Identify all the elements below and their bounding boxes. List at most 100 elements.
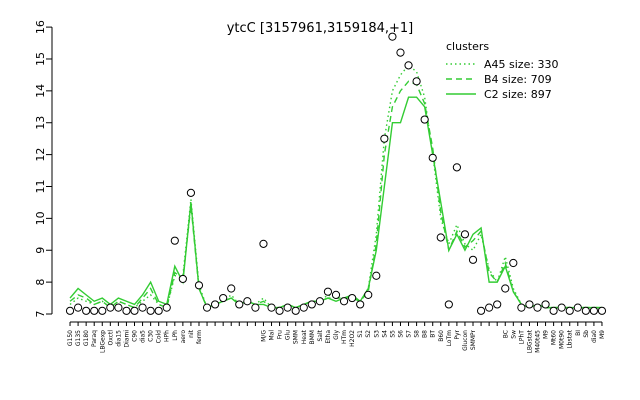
data-point — [331, 290, 341, 299]
data-point — [356, 300, 365, 309]
data-point — [396, 48, 405, 57]
y-tick-label: 15 — [34, 52, 47, 66]
x-tick-label: dia0 — [591, 330, 598, 343]
data-point — [162, 303, 171, 312]
data-point — [251, 303, 260, 312]
x-tick-label: Glucon — [462, 330, 469, 351]
chart-title: ytcC [3157961,3159184,+1] — [227, 21, 414, 36]
y-tick-label: 11 — [34, 179, 47, 193]
x-tick-label: HPh — [164, 330, 171, 342]
data-point — [493, 300, 502, 309]
data-point — [227, 284, 236, 293]
x-tick-label: LBGstat — [526, 329, 533, 353]
data-point — [194, 281, 204, 290]
legend-label: C2 size: 897 — [484, 88, 552, 101]
data-point — [589, 306, 599, 315]
x-tick-label: Paraq — [91, 330, 98, 347]
x-tick-label: BMM — [309, 330, 316, 344]
x-tick-label: Mal — [269, 330, 276, 341]
x-tick-label: S2 — [365, 330, 372, 338]
x-tick-label: Lbstat — [567, 329, 574, 348]
data-point — [444, 300, 453, 309]
data-point — [106, 303, 115, 312]
x-tick-label: Salt — [317, 329, 324, 341]
data-point — [138, 303, 147, 312]
data-point — [235, 300, 244, 309]
x-tick-label: HTm — [341, 330, 348, 344]
x-tick-label: H2O2 — [349, 330, 356, 347]
x-tick-label: M/G — [260, 330, 267, 342]
data-point — [211, 300, 220, 309]
data-point — [581, 306, 590, 315]
y-tick-label: 16 — [34, 20, 47, 34]
data-point — [468, 255, 478, 264]
x-tick-label: S8 — [414, 330, 421, 338]
x-tick-label: Pyr — [454, 329, 461, 339]
data-point — [186, 188, 196, 197]
data-point — [541, 300, 550, 309]
data-point — [267, 303, 276, 312]
series-line — [69, 64, 602, 309]
x-tick-label: Cold — [156, 330, 163, 344]
data-point — [364, 290, 373, 299]
x-tick-label: Gly — [333, 330, 340, 340]
data-point — [307, 300, 316, 309]
x-tick-label: S1 — [357, 330, 364, 338]
x-tick-label: Heat — [301, 329, 308, 344]
x-tick-label: Oxctl — [107, 330, 114, 346]
series-line — [69, 80, 602, 309]
data-point — [388, 32, 397, 41]
data-point — [557, 303, 566, 312]
data-point — [243, 297, 252, 306]
x-tick-label: G180 — [83, 330, 90, 346]
data-point — [98, 306, 107, 315]
data-point — [90, 306, 99, 315]
x-tick-label: C90 — [132, 330, 139, 342]
x-tick-label: S6 — [397, 330, 404, 338]
x-tick-label: B60 — [438, 330, 445, 342]
data-point — [82, 306, 91, 315]
data-point — [339, 297, 349, 306]
data-point — [114, 303, 123, 312]
x-tick-label: Glu — [285, 330, 292, 340]
y-tick-label: 10 — [34, 211, 47, 225]
x-tick-label: LoTm — [446, 330, 453, 347]
x-tick-label: M9 — [599, 330, 606, 339]
data-point — [146, 306, 155, 315]
data-point — [460, 230, 470, 239]
x-tick-label: G135 — [75, 330, 82, 346]
data-point — [73, 303, 83, 312]
data-point — [533, 303, 542, 312]
x-tick-label: C30 — [148, 330, 155, 342]
legend-label: A45 size: 330 — [484, 58, 559, 71]
data-point — [380, 134, 389, 143]
data-point — [597, 306, 607, 315]
x-tick-label: LPh — [172, 330, 179, 341]
data-point — [412, 77, 421, 86]
x-tick-label: Sw — [510, 330, 517, 339]
data-point — [452, 163, 461, 172]
data-point — [323, 287, 333, 296]
y-tick-label: 7 — [34, 311, 47, 318]
x-tick-label: S4 — [381, 330, 388, 338]
y-tick-label: 12 — [34, 148, 47, 162]
x-tick-label: dia15 — [115, 330, 122, 347]
x-tick-label: ferm — [196, 330, 203, 344]
data-point — [428, 153, 437, 162]
data-point — [372, 271, 381, 280]
x-tick-label: B8 — [422, 330, 429, 338]
data-point — [299, 303, 308, 312]
x-tick-label: S7 — [406, 330, 413, 338]
x-tick-label: G150 — [67, 330, 74, 346]
data-point — [130, 306, 139, 315]
data-point — [525, 300, 534, 309]
x-tick-label: S5 — [389, 330, 396, 338]
x-tick-label: LPhT — [518, 330, 525, 345]
data-point — [476, 306, 486, 315]
x-tick-label: Mt60 — [551, 330, 558, 345]
x-tick-label: SMM — [293, 330, 300, 344]
data-point — [501, 284, 510, 293]
data-point — [283, 303, 292, 312]
x-tick-label: M40t45 — [534, 330, 541, 353]
